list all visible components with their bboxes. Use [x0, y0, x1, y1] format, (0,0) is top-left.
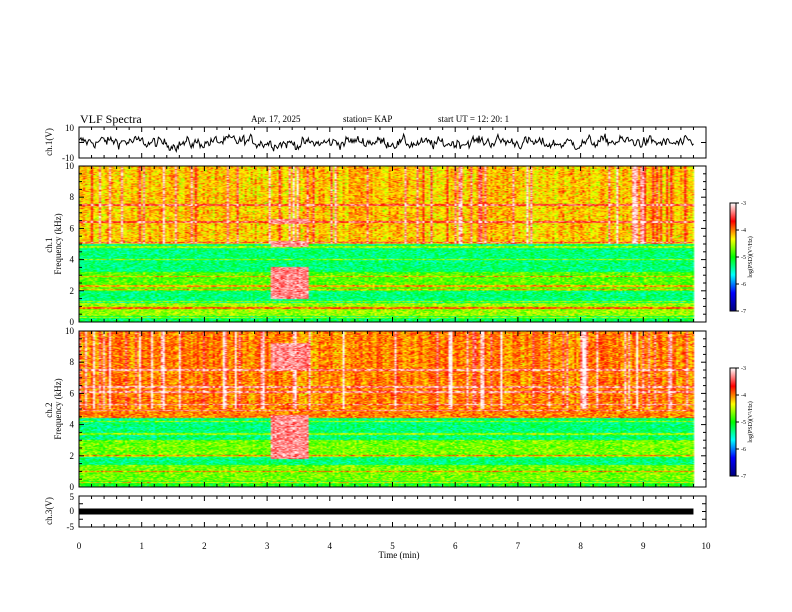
ch1-colorbar	[730, 203, 736, 311]
ch1-cb-tick-m5: -5	[741, 255, 746, 261]
ch2-freq-tick-6: 6	[70, 388, 75, 398]
time-tick-8: 8	[578, 541, 583, 551]
ch2-frequency-label: Frequency (kHz)	[53, 378, 63, 439]
ch3-ylabel: ch.3(V)	[44, 497, 54, 525]
ch1-freq-tick-2: 2	[70, 286, 75, 296]
ch1-channel-label: ch.1	[44, 238, 54, 253]
ch1-frequency-label: Frequency (kHz)	[53, 213, 63, 274]
ch1-waveform-panel: 10 -10 ch.1(V)	[44, 123, 707, 163]
ch1-spectrogram-image	[79, 166, 706, 322]
ch2-cb-tick-m6: -6	[741, 447, 746, 453]
ch1-ylabel: ch.1(V)	[44, 128, 54, 156]
ch1-freq-tick-8: 8	[70, 192, 75, 202]
ch2-cb-tick-m7: -7	[741, 474, 746, 480]
ch1-spectrogram-ylabel: ch.1 Frequency (kHz)	[44, 213, 63, 274]
ch1-colorbar-ticklabels: -3 -4 -5 -6 -7	[741, 201, 746, 315]
ch1-colorbar-label: log(PSD)(V²/Hz)	[747, 236, 754, 277]
time-tick-4: 4	[328, 541, 333, 551]
date-label: Apr. 17, 2025	[251, 114, 301, 124]
ch2-colorbar	[730, 368, 736, 476]
ch1-freq-tick-6: 6	[70, 223, 75, 233]
ch1-colorbar-ticks	[736, 202, 739, 312]
ch3-waveform-panel: 5 0 -5 ch.3(V) 0 1 2 3 4 5 6 7 8 9 10 Ti…	[44, 492, 711, 560]
ch2-cb-tick-m3: -3	[741, 366, 746, 372]
ch2-colorbar-label: log(PSD)(V²/Hz)	[747, 401, 754, 442]
ch1-freq-tick-0: 0	[70, 317, 75, 327]
ch1-waveform-trace	[78, 132, 694, 154]
ch1-spectrogram-yticklabels: 0 2 4 6 8 10	[65, 161, 75, 327]
time-axis-label: Time (min)	[379, 550, 420, 560]
ch1-cb-tick-m6: -6	[741, 282, 746, 288]
time-tick-1: 1	[139, 541, 144, 551]
time-tick-0: 0	[77, 541, 82, 551]
time-tick-6: 6	[453, 541, 458, 551]
ch1-cb-tick-m4: -4	[741, 228, 746, 234]
ch3-ytick-mid: 0	[70, 506, 75, 516]
ch1-freq-tick-4: 4	[70, 255, 75, 265]
ch2-freq-tick-4: 4	[70, 420, 75, 430]
station-label: station= KAP	[343, 114, 392, 124]
ch2-freq-tick-8: 8	[70, 357, 75, 367]
ch2-cb-tick-m4: -4	[741, 393, 746, 399]
ch1-freq-tick-10: 10	[65, 161, 75, 171]
ch1-spectrogram-ticks	[78, 165, 707, 323]
ch1-ytick-bottom: -10	[62, 153, 74, 163]
ch1-waveform-ticks	[78, 126, 707, 159]
ch1-cb-tick-m7: -7	[741, 309, 746, 315]
ch2-spectrogram-ticks	[78, 330, 707, 488]
ch1-spectrogram-panel: 0 2 4 6 8 10 ch.1 Frequency (kHz) -3 -4 …	[44, 161, 754, 327]
ch2-spectrogram-yticklabels: 0 2 4 6 8 10	[65, 326, 75, 492]
ch2-cb-tick-m5: -5	[741, 420, 746, 426]
ch2-spectrogram-ylabel: ch.2 Frequency (kHz)	[44, 378, 63, 439]
ch1-cb-tick-m3: -3	[741, 201, 746, 207]
ch3-waveform-trace	[79, 508, 694, 515]
time-tick-9: 9	[641, 541, 646, 551]
ch2-freq-tick-2: 2	[70, 451, 75, 461]
time-tick-2: 2	[202, 541, 207, 551]
start-time-label: start UT = 12: 20: 1	[438, 114, 509, 124]
ch2-spectrogram-image	[79, 331, 706, 487]
ch1-ytick-top: 10	[65, 123, 75, 133]
time-tick-3: 3	[265, 541, 270, 551]
ch2-colorbar-ticklabels: -3 -4 -5 -6 -7	[741, 366, 746, 480]
ch3-ytick-top: 5	[70, 492, 75, 502]
ch3-waveform-ticks	[78, 495, 707, 528]
ch2-freq-tick-0: 0	[70, 482, 75, 492]
time-axis-ticklabels: 0 1 2 3 4 5 6 7 8 9 10	[77, 541, 711, 551]
ch3-ytick-bottom: -5	[67, 522, 75, 532]
time-tick-10: 10	[702, 541, 712, 551]
ch2-freq-tick-10: 10	[65, 326, 75, 336]
ch2-channel-label: ch.2	[44, 403, 54, 418]
time-tick-7: 7	[516, 541, 521, 551]
time-tick-5: 5	[390, 541, 395, 551]
ch2-colorbar-ticks	[736, 367, 739, 477]
figure-title: VLF Spectra	[80, 112, 142, 126]
ch2-spectrogram-panel: 0 2 4 6 8 10 ch.2 Frequency (kHz) -3 -4 …	[44, 326, 754, 492]
